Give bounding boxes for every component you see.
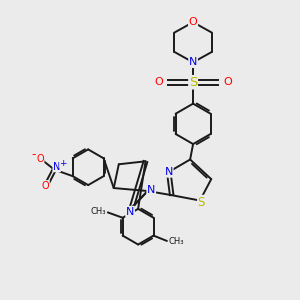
Text: S: S <box>189 76 197 89</box>
Text: O: O <box>42 181 49 191</box>
Text: CH₃: CH₃ <box>168 237 184 246</box>
Text: O: O <box>36 154 44 164</box>
Text: N: N <box>164 167 173 177</box>
Text: O: O <box>189 17 197 27</box>
Text: O: O <box>154 77 163 87</box>
Text: N: N <box>189 57 197 67</box>
Text: O: O <box>223 77 232 87</box>
Text: N: N <box>53 162 60 172</box>
Text: S: S <box>198 196 205 208</box>
Text: -: - <box>31 148 36 161</box>
Text: N: N <box>126 206 134 217</box>
Text: CH₃: CH₃ <box>91 207 106 216</box>
Text: +: + <box>59 159 67 168</box>
Text: N: N <box>147 184 155 194</box>
